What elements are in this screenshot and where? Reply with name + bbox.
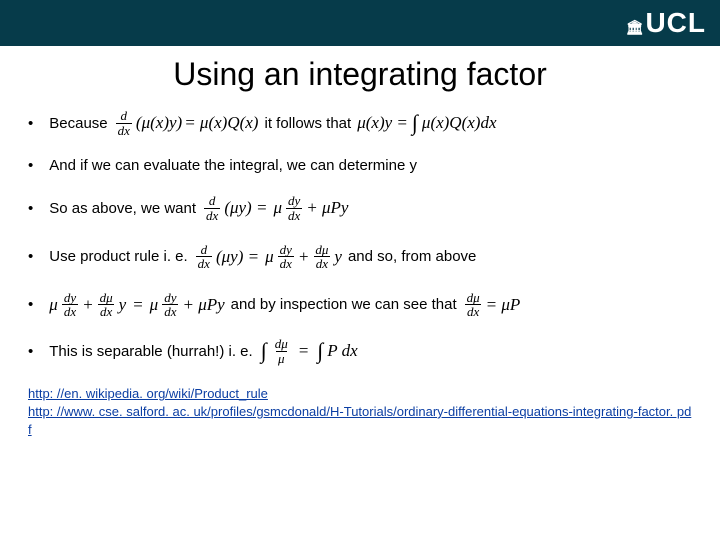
bullet-6: This is separable (hurrah!) i. e. ∫ dμμ … (28, 337, 692, 365)
slide-content: Because ddx (μ(x)y) = μ(x)Q(x) it follow… (0, 109, 720, 438)
banner: 🏛 UCL (0, 0, 720, 46)
bullet-4-text-a: Use product rule i. e. (49, 248, 187, 265)
bullet-6-text: This is separable (hurrah!) i. e. (49, 343, 252, 360)
bullet-5-text: and by inspection we can see that (231, 296, 457, 313)
equation-5a: μ dydx + dμdx y = μ dydx + μPy (49, 291, 224, 319)
bullet-5: μ dydx + dμdx y = μ dydx + μPy and by in… (28, 291, 692, 319)
bullet-1-text-a: Because (49, 115, 107, 132)
slide-title: Using an integrating factor (0, 56, 720, 93)
bullet-2: And if we can evaluate the integral, we … (28, 157, 692, 174)
bullet-3-text: So as above, we want (49, 200, 196, 217)
equation-1a: ddx (μ(x)y) = μ(x)Q(x) (114, 109, 259, 137)
bullet-1: Because ddx (μ(x)y) = μ(x)Q(x) it follow… (28, 109, 692, 137)
equation-4: ddx (μy) = μ dydx + dμdx y (194, 243, 342, 271)
reference-links: http: //en. wikipedia. org/wiki/Product_… (28, 385, 692, 438)
ucl-logo: 🏛 UCL (626, 7, 706, 39)
equation-1b: μ(x)y = ∫ μ(x)Q(x)dx (357, 110, 496, 136)
bullet-4-text-b: and so, from above (348, 248, 476, 265)
logo-dome-icon: 🏛 (626, 19, 644, 36)
link-2[interactable]: http: //www. cse. salford. ac. uk/profil… (28, 403, 692, 438)
equation-5b: dμdx = μP (463, 291, 521, 319)
equation-6: ∫ dμμ = ∫ P dx (259, 337, 358, 365)
bullet-2-text: And if we can evaluate the integral, we … (49, 157, 417, 174)
equation-3: ddx (μy) = μ dydx + μPy (202, 194, 348, 222)
bullet-4: Use product rule i. e. ddx (μy) = μ dydx… (28, 243, 692, 271)
logo-text: UCL (645, 7, 706, 39)
link-1[interactable]: http: //en. wikipedia. org/wiki/Product_… (28, 385, 692, 403)
bullet-list: Because ddx (μ(x)y) = μ(x)Q(x) it follow… (28, 109, 692, 365)
bullet-1-text-b: it follows that (264, 115, 351, 132)
bullet-3: So as above, we want ddx (μy) = μ dydx +… (28, 194, 692, 222)
